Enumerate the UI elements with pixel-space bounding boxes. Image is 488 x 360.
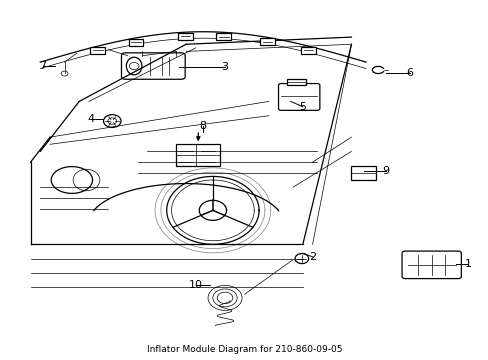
Bar <box>128 39 143 46</box>
Text: 1: 1 <box>464 259 471 269</box>
Text: 7: 7 <box>39 61 46 71</box>
Bar <box>286 79 305 85</box>
Text: 8: 8 <box>199 121 206 131</box>
FancyBboxPatch shape <box>121 53 185 79</box>
Bar <box>351 166 375 180</box>
Text: 3: 3 <box>221 63 228 72</box>
FancyBboxPatch shape <box>278 84 319 111</box>
Bar <box>178 33 192 40</box>
Bar <box>301 47 315 54</box>
Bar <box>216 33 230 40</box>
Circle shape <box>294 253 308 264</box>
Text: Inflator Module Diagram for 210-860-09-05: Inflator Module Diagram for 210-860-09-0… <box>146 345 342 354</box>
Text: 4: 4 <box>88 114 95 124</box>
Text: 6: 6 <box>406 68 412 78</box>
Ellipse shape <box>51 167 92 193</box>
Circle shape <box>103 114 121 127</box>
Text: 10: 10 <box>188 280 203 291</box>
Bar <box>90 47 105 54</box>
Text: 5: 5 <box>299 102 305 112</box>
Bar <box>260 38 274 45</box>
Text: 2: 2 <box>308 252 315 262</box>
FancyBboxPatch shape <box>401 251 460 279</box>
Text: 9: 9 <box>381 166 388 176</box>
Bar <box>176 144 220 166</box>
Ellipse shape <box>126 57 142 75</box>
